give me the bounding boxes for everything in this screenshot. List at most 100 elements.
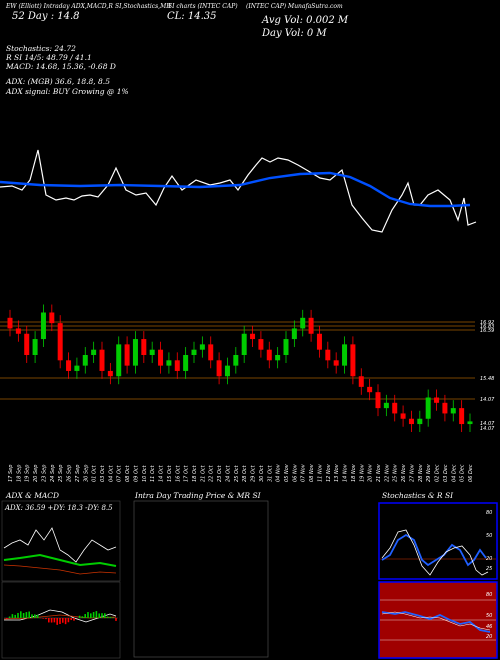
candle-body [241,333,247,355]
adx-line-white [3,527,117,563]
candle-body [375,392,381,409]
candle-body [224,365,230,377]
macd-bar [73,618,75,621]
rsi-current-value: 46 [486,624,492,630]
candle-body [183,355,189,371]
date-label: 20 Nov [368,463,374,482]
date-label: 06 Dec [468,464,474,482]
candle-body [24,333,30,355]
macd-bar [48,618,50,623]
macd-bar [45,618,47,620]
candle-body [91,349,97,355]
macd-bar [64,618,67,625]
macd-bar [17,612,19,618]
adx-signal-label: ADX signal: BUY Growing @ 1% [6,87,129,96]
avg-vol-label: Avg Vol: 0.002 M [262,15,349,26]
header-line-1a: EW (Elliott) Intraday ADX,MACD,R [6,3,113,10]
candle-body [158,349,164,366]
date-label: 25 Oct [234,464,240,482]
date-label: 29 Oct [251,464,257,482]
candle-body [32,339,38,355]
date-label: 27 Sep [75,465,81,482]
macd-bar [8,616,11,618]
date-label: 22 Oct [209,464,215,482]
date-label: 05 Dec [460,464,466,482]
candle-body [116,344,122,377]
macd-bar [67,618,70,623]
macd-bar [70,618,72,621]
header-line-1d: (INTEC CAP) MunafaSutra.com [246,3,343,10]
date-label: 25 Sep [58,465,64,482]
candle-body [392,402,398,414]
price-level-label: 14.07 [480,397,495,403]
date-label: 30 Oct [259,464,265,482]
candle-body [132,339,138,366]
date-label: 04 Oct [108,464,114,482]
candle-body [450,408,456,414]
candle-body [459,408,465,425]
macd-bar [28,611,30,618]
candle-body [408,418,414,425]
macd-bar [92,612,95,618]
candle-body [233,355,239,366]
candle-body [417,418,423,425]
date-label: 01 Oct [92,464,98,482]
macd-bar [25,612,28,618]
date-label: 09 Oct [133,464,139,482]
candle-body [107,370,113,377]
candle-body [316,333,322,350]
moving-average-line [0,171,471,208]
macd-bar [112,617,114,618]
candle-body [258,339,264,350]
date-label: 18 Oct [192,464,198,482]
macd-bar [115,618,117,621]
rsi-label: R SI 14/5: 48.79 / 41.1 [6,53,92,62]
candle-body [149,349,155,355]
stoch-rsi-title: Stochastics & R SI [382,491,454,500]
date-label: 21 Oct [200,464,206,482]
date-axis: 17 Sep 18 Sep 19 Sep 20 Sep 23 Sep 24 Sep 25 S… [8,463,474,482]
price-level-label: 16.92 [480,320,494,326]
price-line [0,149,477,233]
date-label: 27 Nov [409,463,415,482]
date-label: 31 Oct [267,464,273,482]
date-label: 23 Oct [217,464,223,482]
macd-bar [87,612,89,618]
candle-body [291,328,297,340]
candle-body [467,421,473,425]
candle-body [442,402,448,414]
date-label: 26 Nov [401,463,407,482]
macd-bar [90,613,92,618]
date-label: 12 Nov [326,463,332,482]
candle-body [199,344,205,350]
candle-body [333,360,339,366]
rsi-line-white [381,611,491,631]
macd-bar [36,614,39,618]
candle-body [308,317,314,334]
macd-bar [14,614,16,618]
candle-body [82,355,88,366]
date-label: 25 Nov [393,463,399,482]
stoch-panel [378,502,498,580]
stoch-tick-20: 20 [486,556,492,562]
header-line-1c: SI charts (INTEC CAP) [168,3,238,10]
date-label: 07 Oct [117,464,123,482]
date-label: 14 Nov [343,463,349,482]
date-label: 03 Dec [443,464,449,482]
date-label: 23 Sep [41,465,47,482]
candle-body [74,365,80,371]
date-label: 28 Oct [242,464,248,482]
macd-bar [56,618,58,625]
date-label: 17 Oct [184,464,190,482]
adx-label: ADX: (MGB) 36.6, 18.8, 8.5 [6,77,110,86]
macd-bar [109,616,112,618]
macd-bar [81,616,84,618]
period-label: 52 Day : 14.8 [12,11,80,22]
candle-body [99,349,105,371]
macd-histogram [6,611,117,625]
stoch-label: Stochastics: 24.72 [6,44,76,53]
date-label: 10 Oct [142,464,148,482]
macd-bar [53,618,56,623]
date-label: 06 Nov [292,463,298,482]
